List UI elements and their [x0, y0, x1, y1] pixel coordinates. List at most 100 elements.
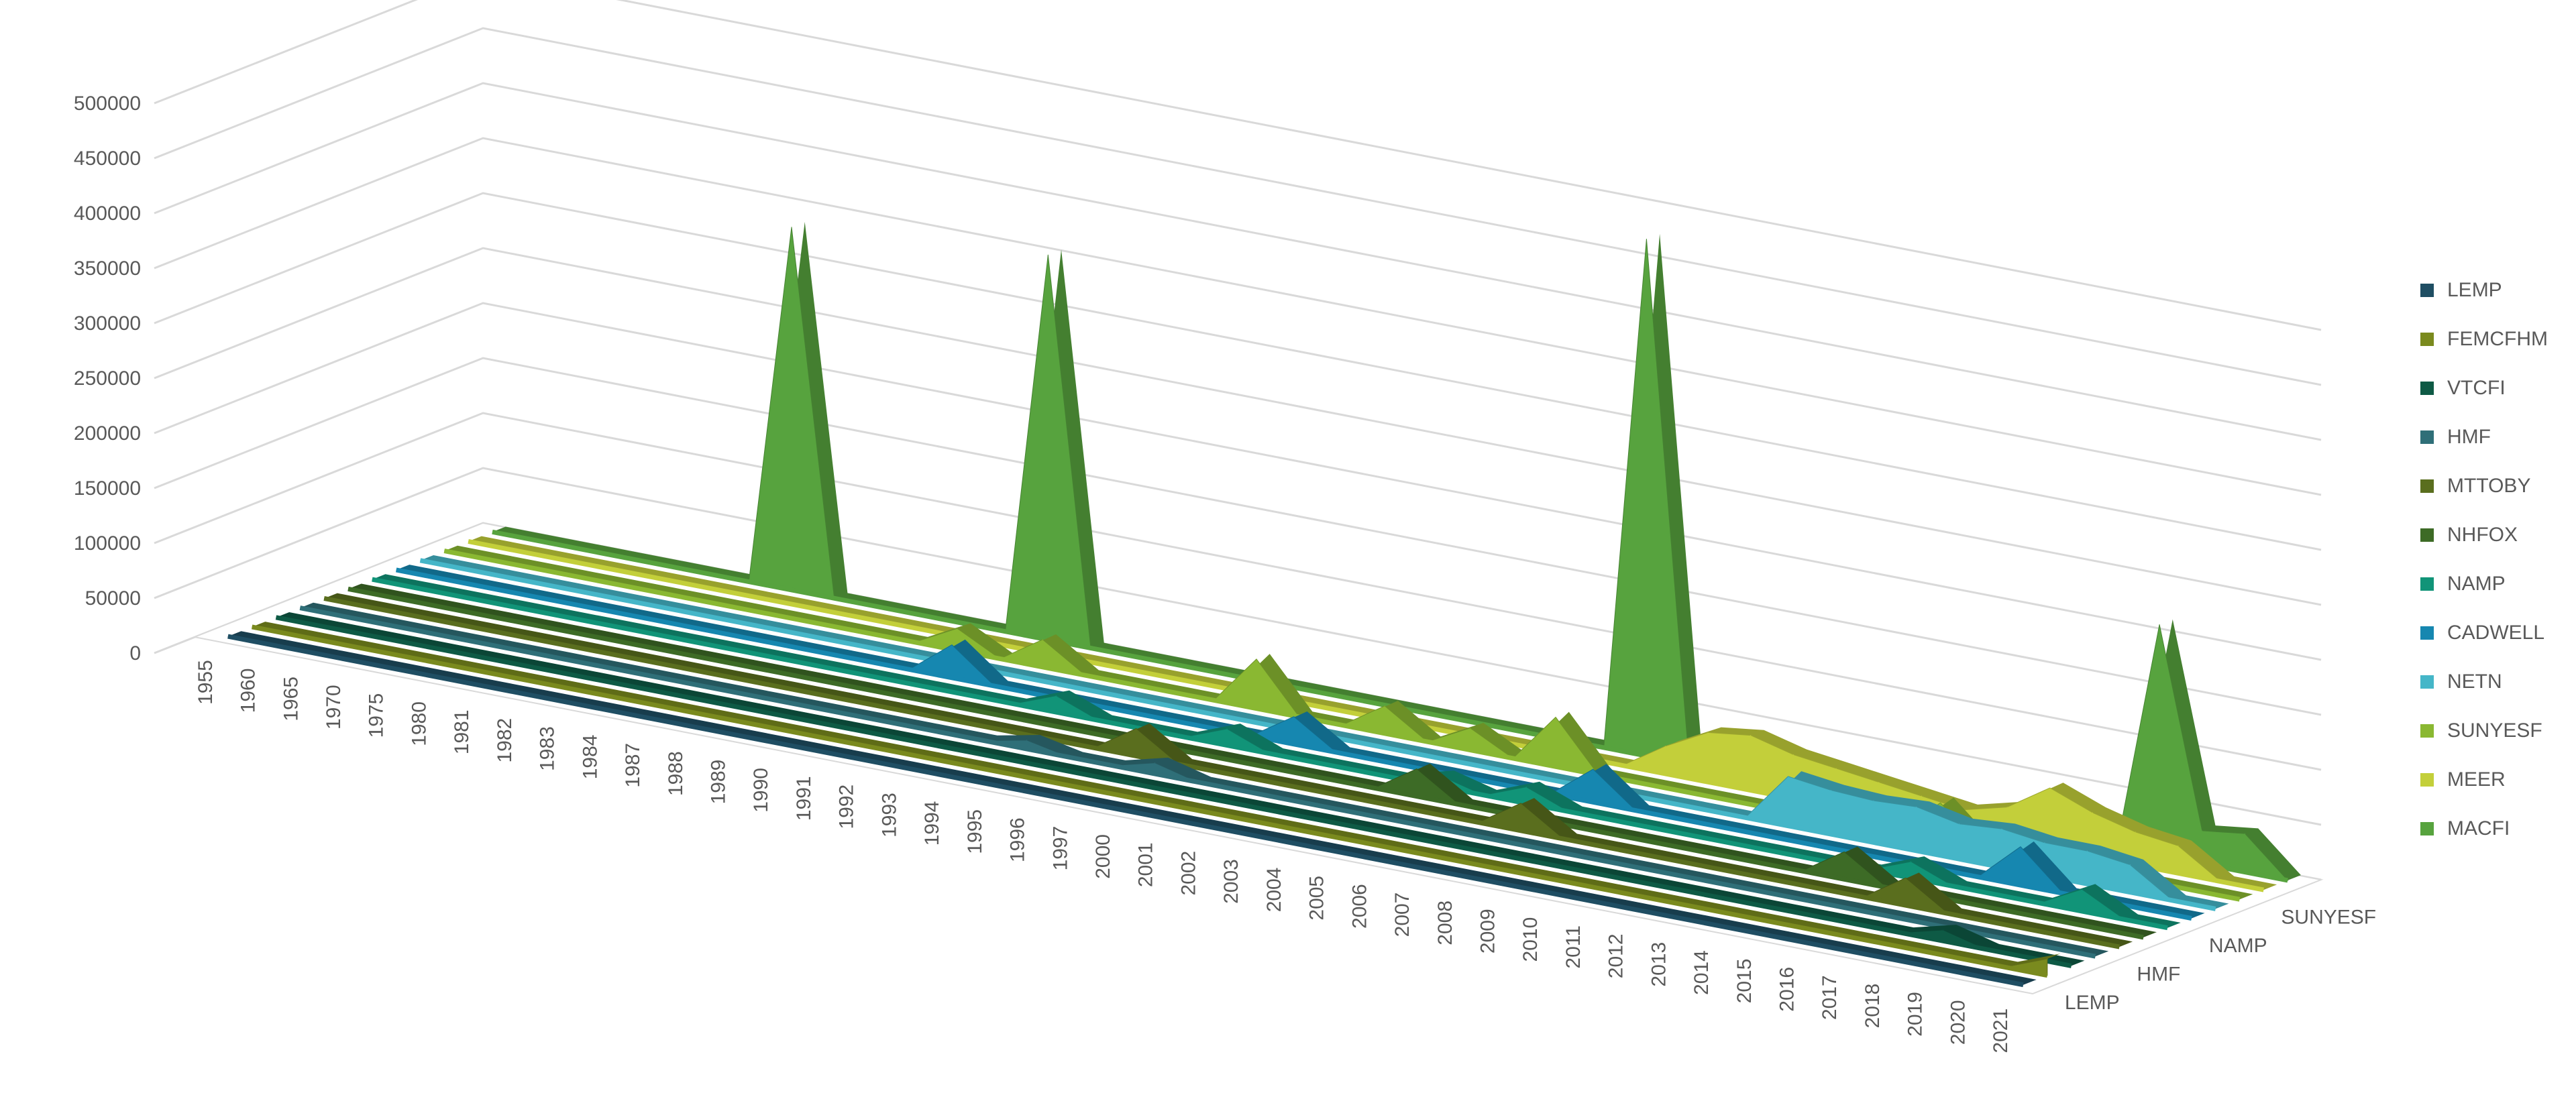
- legend-swatch: [2420, 283, 2434, 297]
- x-tick-label: 2000: [1092, 834, 1114, 879]
- legend-swatch: [2420, 626, 2434, 640]
- data-point: [1792, 754, 1794, 755]
- depth-axis-label: LEMP: [2065, 992, 2120, 1014]
- x-tick-label: 1993: [878, 793, 900, 838]
- x-tick-label: 2010: [1519, 917, 1542, 962]
- x-tick-label: 1981: [451, 709, 473, 754]
- y-tick-label: 0: [129, 642, 141, 665]
- x-tick-label: 1965: [280, 677, 302, 721]
- legend-label: HMF: [2447, 425, 2491, 448]
- x-tick-label: 2019: [1904, 992, 1927, 1037]
- data-point: [2092, 812, 2094, 813]
- legend-swatch: [2420, 332, 2434, 346]
- x-tick-label: 1997: [1049, 826, 1071, 871]
- depth-axis-label: HMF: [2137, 963, 2180, 985]
- series-vtcfi: [275, 612, 2085, 968]
- y-tick-label: 200000: [74, 422, 141, 445]
- gridline: [154, 0, 2322, 331]
- x-tick-label: 1970: [323, 685, 345, 730]
- series-top-surface: [252, 622, 2061, 968]
- depth-axis-label: SUNYESF: [2281, 906, 2376, 928]
- depth-axis-label: NAMP: [2209, 935, 2267, 957]
- series-baseline: [347, 586, 2144, 940]
- data-point: [2087, 850, 2088, 852]
- legend-label: MACFI: [2447, 817, 2510, 840]
- y-tick-label: 150000: [74, 477, 141, 500]
- legend-item: VTCFI: [2420, 363, 2548, 412]
- x-tick-label: 1955: [195, 660, 217, 705]
- y-axis-tick-labels: 0 50000 100000 150000 200000 250000 300000 3500…: [74, 93, 141, 665]
- legend-swatch: [2420, 479, 2434, 493]
- data-point: [1707, 732, 1709, 733]
- data-point: [1416, 768, 1417, 770]
- x-tick-label: 2009: [1477, 909, 1499, 954]
- x-tick-label: 2011: [1562, 925, 1585, 969]
- legend-swatch: [2420, 675, 2434, 689]
- series-top-surface: [324, 593, 2133, 947]
- gridline: [154, 467, 2322, 826]
- x-tick-label: 2001: [1135, 842, 1157, 887]
- y-tick-label: 400000: [74, 203, 141, 225]
- legend-swatch: [2420, 772, 2434, 787]
- gridline: [154, 357, 2322, 716]
- series-top-surface: [396, 565, 2205, 919]
- data-point: [2044, 842, 2045, 844]
- gridline: [154, 27, 2322, 386]
- gridline: [154, 302, 2322, 661]
- data-point: [2159, 624, 2160, 625]
- legend-item: NETN: [2420, 657, 2548, 706]
- data-point: [1921, 795, 1923, 797]
- x-tick-label: 1988: [665, 751, 687, 796]
- series-top-surface: [276, 612, 2085, 966]
- x-tick-label: 2008: [1434, 901, 1456, 945]
- legend-item: LEMP: [2420, 266, 2548, 314]
- x-tick-label: 1975: [366, 693, 388, 738]
- gridlines: [154, 0, 2322, 881]
- series-ribbons: [227, 221, 2301, 988]
- x-tick-label: 1980: [408, 701, 430, 746]
- series-baseline: [275, 615, 2072, 968]
- series-baseline: [299, 605, 2096, 959]
- y-tick-label: 500000: [74, 93, 141, 115]
- legend-item: MEER: [2420, 755, 2548, 804]
- legend-item: FEMCFHM: [2420, 314, 2548, 363]
- x-tick-label: 2012: [1605, 933, 1627, 978]
- data-point: [1750, 735, 1752, 736]
- legend-item: CADWELL: [2420, 608, 2548, 657]
- legend-item: NHFOX: [2420, 510, 2548, 559]
- x-tick-label: 2006: [1348, 884, 1371, 929]
- data-point: [1226, 728, 1228, 730]
- x-tick-label: 2014: [1690, 950, 1713, 995]
- gridline: [154, 137, 2322, 496]
- y-tick-label: 250000: [74, 367, 141, 390]
- y-tick-label: 100000: [74, 532, 141, 555]
- x-tick-label: 1994: [921, 801, 943, 846]
- legend-item: NAMP: [2420, 559, 2548, 608]
- legend-item: MACFI: [2420, 804, 2548, 853]
- legend-item: HMF: [2420, 412, 2548, 461]
- series-top-surface: [372, 574, 2181, 928]
- legend-item: SUNYESF: [2420, 706, 2548, 755]
- x-tick-label: 2021: [1990, 1008, 2012, 1053]
- series-cadwell: [395, 565, 2205, 921]
- legend-label: FEMCFHM: [2447, 327, 2548, 350]
- x-tick-label: 2003: [1220, 859, 1242, 904]
- series-top-surface: [227, 631, 2037, 985]
- series-top-surface: [347, 583, 2157, 937]
- data-point: [1042, 639, 1043, 640]
- legend-label: NHFOX: [2447, 523, 2518, 546]
- legend: LEMP FEMCFHM VTCFI HMF MTTOBY NHFOX NAMP CADWEL…: [2420, 266, 2548, 853]
- legend-swatch: [2420, 821, 2434, 835]
- x-tick-label: 2004: [1263, 867, 1285, 912]
- x-tick-label: 2017: [1819, 975, 1841, 1020]
- x-tick-label: 2002: [1177, 851, 1199, 896]
- x-axis-tick-labels: 1955 1960 1965 1970 1975 1980 1981 1982 1983 1984…: [195, 660, 2012, 1053]
- series-baseline: [227, 634, 2024, 988]
- y-tick-label: 450000: [74, 148, 141, 170]
- x-tick-label: 1960: [237, 669, 260, 713]
- legend-label: CADWELL: [2447, 621, 2545, 644]
- series-top-surface: [300, 602, 2109, 957]
- x-tick-label: 1987: [622, 743, 644, 788]
- legend-label: VTCFI: [2447, 376, 2506, 399]
- legend-label: MEER: [2447, 768, 2506, 791]
